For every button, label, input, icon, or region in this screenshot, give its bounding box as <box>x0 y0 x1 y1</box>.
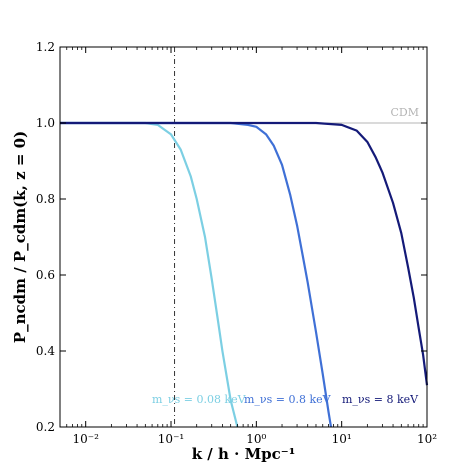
series-line-mass-0-8-kev <box>60 121 333 428</box>
cdm-label: CDM <box>391 106 420 119</box>
x-tick-label: 10¹ <box>332 432 352 446</box>
series-line-mass-0-08-kev <box>60 121 239 428</box>
series-label-mass-0-08-kev: m_νs = 0.08 keV <box>152 393 247 406</box>
y-tick-label: 0.6 <box>36 268 55 282</box>
reference-lines <box>60 47 427 427</box>
axis-ticks: 10⁻² 10⁻¹ 10⁰ 10¹ 10² 0.2 0.4 0.6 0.8 1.0 1.2 <box>36 40 437 446</box>
y-tick-label: 1.2 <box>36 40 55 54</box>
y-tick-label: 1.0 <box>36 116 55 130</box>
series-label-mass-8-kev: m_νs = 8 keV <box>342 393 419 406</box>
series-label-mass-0-8-kev: m_νs = 0.8 keV <box>244 393 332 406</box>
plot-frame <box>59 46 428 428</box>
x-axis-label: k / h · Mpc⁻¹ <box>192 445 296 463</box>
x-tick-label: 10⁻² <box>72 432 99 446</box>
series-line-mass-8-kev <box>60 121 429 386</box>
x-tick-label: 10⁰ <box>246 432 266 446</box>
y-tick-label: 0.2 <box>36 420 55 434</box>
y-tick-label: 0.8 <box>36 192 55 206</box>
x-tick-label: 10² <box>417 432 437 446</box>
series-lines <box>60 121 429 428</box>
y-tick-label: 0.4 <box>36 344 55 358</box>
x-tick-label: 10⁻¹ <box>158 432 184 446</box>
y-axis-label: P_ncdm / P_cdm(k, z = 0) <box>11 131 29 343</box>
